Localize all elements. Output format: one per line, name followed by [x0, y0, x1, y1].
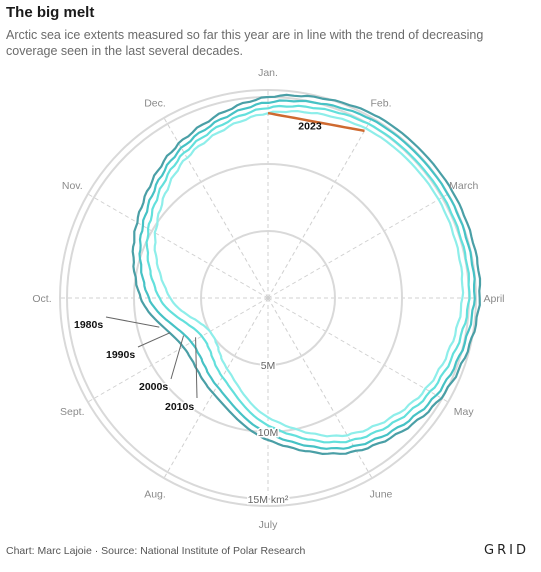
series-label-1980s: 1980s	[74, 319, 103, 331]
month-label-8: Sept.	[60, 406, 85, 418]
leader-line-1980s	[105, 316, 160, 328]
month-label-3: April	[483, 293, 504, 305]
month-label-4: May	[454, 406, 475, 418]
spoke-11	[163, 117, 269, 299]
spoke-4	[267, 297, 449, 403]
month-label-1: Feb.	[370, 97, 391, 109]
spoke-7	[163, 297, 269, 479]
source-credit: Chart: Marc Lajoie · Source: National In…	[6, 545, 306, 557]
series-label-2000s: 2000s	[139, 381, 168, 393]
brand-logo: GRID	[484, 543, 529, 558]
series-label-2010s: 2010s	[165, 401, 194, 413]
grid-layer	[59, 89, 477, 507]
chart-title: The big melt	[6, 4, 95, 21]
month-label-0: Jan.	[258, 67, 278, 79]
label-layer: Jan. Feb. March April May June July Aug. Sept. Oc…	[32, 67, 504, 531]
series-line-1980s	[131, 93, 482, 455]
series-label-1990s: 1990s	[106, 349, 135, 361]
month-label-2: March	[449, 180, 478, 192]
month-label-9: Oct.	[32, 293, 51, 305]
ring-outer	[59, 89, 477, 507]
chart-subtitle: Arctic sea ice extents measured so far t…	[6, 28, 484, 58]
radial-tick-label-2: 15M km²	[248, 494, 289, 506]
ring-1	[133, 163, 403, 433]
spoke-10	[87, 193, 269, 299]
month-label-5: June	[370, 489, 393, 501]
leader-line-1990s	[137, 332, 171, 348]
series-line-2000s	[145, 104, 471, 444]
month-label-10: Nov.	[62, 180, 83, 192]
month-label-11: Dec.	[144, 97, 166, 109]
spoke-2	[267, 193, 449, 299]
radial-tick-label-0: 5M	[261, 360, 276, 372]
leader-line-2010s	[195, 337, 198, 399]
series-layer	[131, 93, 482, 455]
spoke-1	[267, 117, 373, 299]
center-dot	[266, 296, 270, 300]
series-line-1990s	[138, 99, 476, 450]
leader-line-2000s	[170, 335, 185, 380]
series-label-2023: 2023	[298, 120, 322, 132]
ring-0	[200, 230, 336, 366]
month-label-7: Aug.	[144, 489, 166, 501]
series-line-2010s	[153, 110, 465, 438]
series-line-2023	[267, 111, 365, 133]
month-label-6: July	[259, 519, 278, 531]
radial-tick-label-1: 10M	[258, 427, 278, 439]
